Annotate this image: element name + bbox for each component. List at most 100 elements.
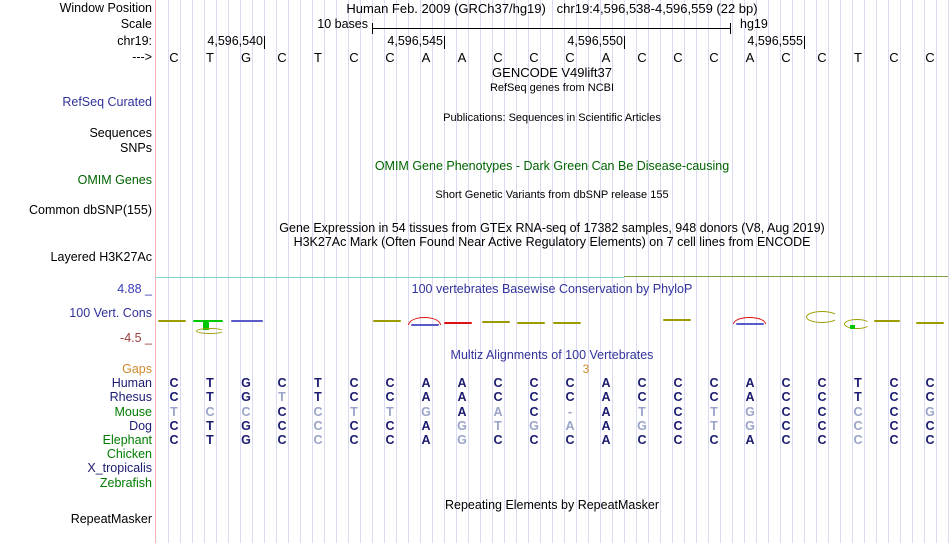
alignment-base: C: [709, 376, 719, 390]
gridline: [792, 0, 793, 543]
alignment-base: C: [313, 433, 323, 447]
alignment-base: C: [925, 419, 935, 433]
left-track-label[interactable]: Common dbSNP(155): [29, 203, 152, 217]
alignment-base: A: [745, 433, 755, 447]
left-track-label[interactable]: RefSeq Curated: [62, 95, 152, 109]
alignment-base: T: [278, 390, 286, 404]
base-letter: A: [601, 50, 611, 65]
alignment-base: C: [169, 419, 179, 433]
alignment-base: A: [421, 390, 431, 404]
position-tick: [444, 36, 445, 49]
conservation-mark: [806, 311, 838, 323]
alignment-base: C: [385, 376, 395, 390]
gridline: [624, 0, 625, 543]
conservation-mark: [553, 322, 581, 324]
alignment-base: C: [529, 376, 539, 390]
alignment-base: T: [206, 419, 214, 433]
alignment-base: C: [673, 390, 683, 404]
h3k27ac-signal-line: [155, 277, 624, 278]
gridline: [588, 0, 589, 543]
track-center-message[interactable]: Publications: Sequences in Scientific Ar…: [443, 112, 661, 124]
alignment-base: C: [673, 433, 683, 447]
gridline: [648, 0, 649, 543]
species-label[interactable]: Chicken: [106, 447, 152, 461]
alignment-base: T: [350, 405, 358, 419]
conservation-mark: [850, 325, 855, 329]
species-label[interactable]: Human: [111, 376, 152, 390]
species-label[interactable]: Mouse: [114, 405, 152, 419]
h3k27ac-signal-line: [624, 276, 948, 277]
left-track-label[interactable]: 100 Vert. Cons: [69, 306, 152, 320]
alignment-base: C: [709, 433, 719, 447]
gridline: [456, 0, 457, 543]
base-letter: C: [709, 50, 719, 65]
alignment-base: C: [889, 390, 899, 404]
track-center-message[interactable]: Repeating Elements by RepeatMasker: [444, 498, 659, 512]
left-track-label[interactable]: OMIM Genes: [77, 173, 152, 187]
alignment-base: C: [781, 390, 791, 404]
gridline: [816, 0, 817, 543]
gridline: [300, 0, 301, 543]
alignment-base: C: [781, 405, 791, 419]
alignment-base: C: [349, 390, 359, 404]
gridline: [840, 0, 841, 543]
alignment-base: T: [170, 405, 178, 419]
scale-value: 10 bases: [317, 17, 368, 31]
gridline: [684, 0, 685, 543]
gridline: [312, 0, 313, 543]
track-center-message[interactable]: Multiz Alignments of 100 Vertebrates: [450, 348, 654, 362]
species-label[interactable]: X_tropicalis: [87, 461, 152, 475]
gridline: [948, 0, 949, 543]
alignment-base: C: [817, 405, 827, 419]
position-label: 4,596,545: [387, 34, 443, 48]
alignment-base: C: [673, 376, 683, 390]
alignment-base: T: [314, 390, 322, 404]
base-letter: C: [277, 50, 287, 65]
alignment-base: C: [277, 419, 287, 433]
species-label[interactable]: Rhesus: [109, 390, 152, 404]
alignment-base: G: [745, 405, 755, 419]
gridline: [600, 0, 601, 543]
track-center-message[interactable]: Gene Expression in 54 tissues from GTEx …: [279, 221, 825, 235]
gridline: [168, 0, 169, 543]
alignment-base: C: [889, 433, 899, 447]
left-track-label[interactable]: Layered H3K27Ac: [50, 250, 152, 264]
gridline: [540, 0, 541, 543]
alignment-base: G: [637, 419, 647, 433]
alignment-base: T: [710, 405, 718, 419]
left-track-label: 4.88 _: [117, 282, 152, 296]
left-track-label[interactable]: Sequences: [89, 126, 152, 140]
species-label[interactable]: Dog: [129, 419, 152, 433]
gridline: [612, 0, 613, 543]
track-center-message[interactable]: 100 vertebrates Basewise Conservation by…: [411, 282, 693, 296]
track-center-message[interactable]: H3K27Ac Mark (Often Found Near Active Re…: [293, 235, 811, 249]
alignment-base: T: [314, 376, 322, 390]
species-label[interactable]: Elephant: [102, 433, 152, 447]
left-track-label[interactable]: SNPs: [120, 141, 152, 155]
track-center-message[interactable]: Short Genetic Variants from dbSNP releas…: [435, 189, 669, 201]
track-center-message[interactable]: GENCODE V49lift37: [492, 65, 612, 80]
alignment-base: T: [710, 419, 718, 433]
gridline: [828, 0, 829, 543]
alignment-base: A: [745, 390, 755, 404]
alignment-base: A: [565, 419, 575, 433]
gridline: [936, 0, 937, 543]
left-track-label[interactable]: Gaps: [122, 362, 152, 376]
track-center-message[interactable]: OMIM Gene Phenotypes - Dark Green Can Be…: [374, 159, 730, 173]
alignment-base: T: [494, 419, 502, 433]
track-center-message[interactable]: RefSeq genes from NCBI: [489, 82, 615, 94]
gridline: [492, 0, 493, 543]
gridline: [912, 0, 913, 543]
alignment-base: C: [925, 390, 935, 404]
alignment-base: A: [457, 405, 467, 419]
conservation-mark: [482, 321, 510, 323]
gridline: [516, 0, 517, 543]
alignment-base: A: [457, 376, 467, 390]
alignment-base: -: [567, 405, 573, 419]
alignment-base: C: [529, 405, 539, 419]
species-label[interactable]: Zebrafish: [99, 476, 152, 490]
gridline: [276, 0, 277, 543]
alignment-base: C: [817, 376, 827, 390]
left-track-label[interactable]: RepeatMasker: [70, 512, 152, 526]
